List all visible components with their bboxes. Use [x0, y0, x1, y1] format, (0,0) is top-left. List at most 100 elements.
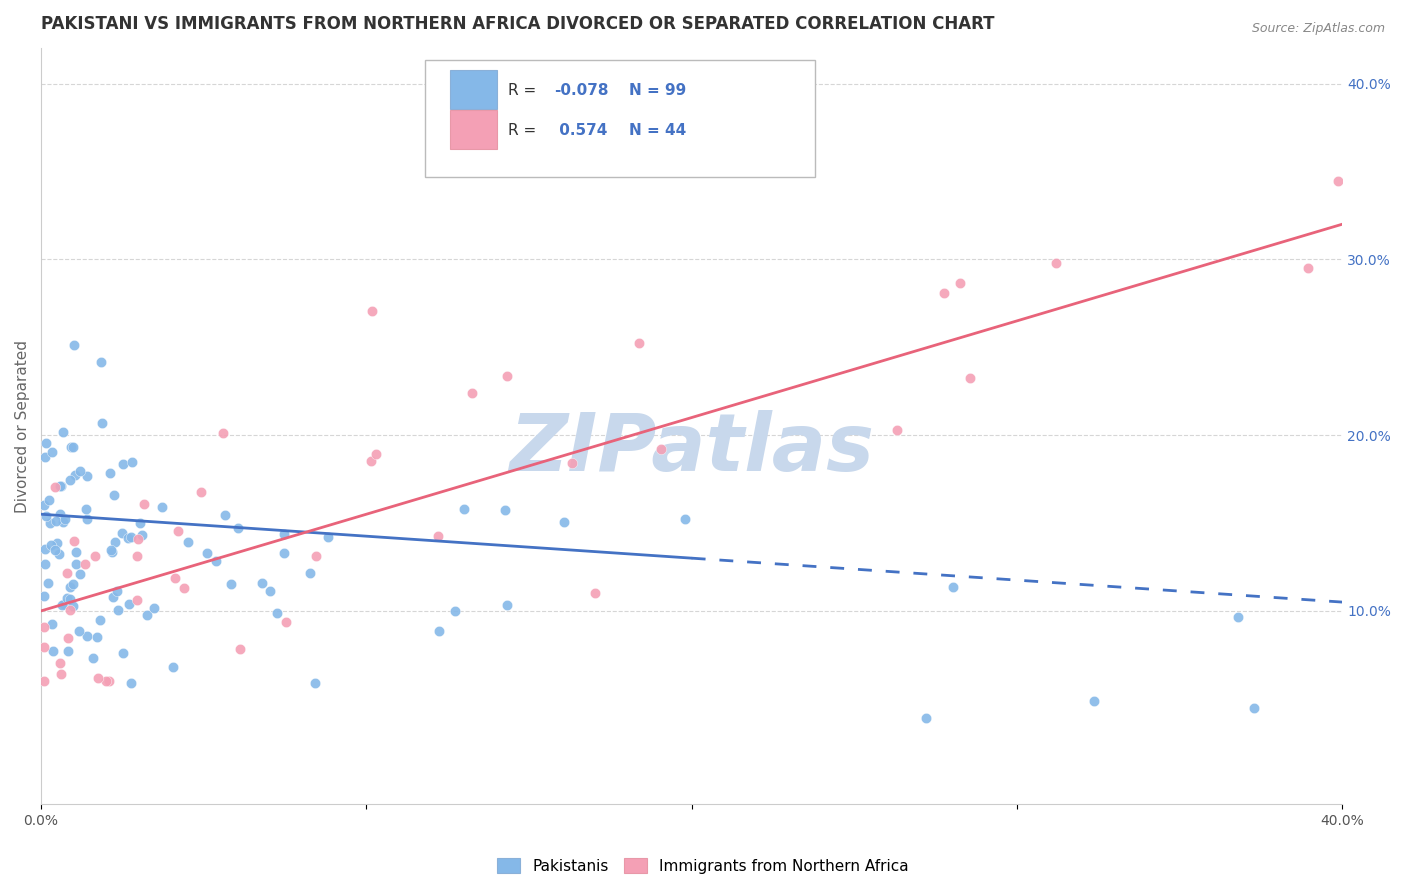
Point [62, 440, 84, 454]
Point [98, 674, 121, 689]
Point [318, 530, 340, 544]
Text: N = 99: N = 99 [630, 83, 686, 97]
Point [44, 480, 66, 494]
Point [67, 624, 90, 638]
Point [228, 521, 250, 535]
Point [83, 549, 105, 563]
Text: Source: ZipAtlas.com: Source: ZipAtlas.com [1251, 22, 1385, 36]
Point [37, 576, 59, 591]
Point [190, 485, 212, 500]
Point [48, 548, 70, 562]
Point [932, 286, 955, 301]
Point [49, 478, 72, 492]
Point [62, 577, 84, 591]
Point [1243, 701, 1265, 715]
Point [52, 425, 75, 439]
Point [59, 603, 82, 617]
Point [110, 525, 132, 540]
Point [427, 624, 450, 638]
Point [1083, 693, 1105, 707]
Point [48, 656, 70, 670]
FancyBboxPatch shape [450, 111, 496, 149]
Point [49, 666, 72, 681]
Point [90, 416, 112, 430]
Point [453, 502, 475, 516]
Point [561, 456, 583, 470]
Point [52, 515, 75, 529]
Point [76, 629, 98, 643]
Point [127, 593, 149, 607]
Point [129, 516, 152, 531]
Point [212, 425, 235, 440]
Point [142, 601, 165, 615]
Legend: Pakistanis, Immigrants from Northern Africa: Pakistanis, Immigrants from Northern Afr… [491, 852, 915, 880]
Point [167, 524, 190, 538]
Point [38, 516, 60, 530]
Point [65, 545, 87, 559]
Point [205, 554, 228, 568]
Point [107, 603, 129, 617]
Point [120, 675, 142, 690]
Point [65, 557, 87, 571]
Point [42, 644, 65, 658]
Point [59, 580, 82, 594]
Point [673, 512, 696, 526]
Text: PAKISTANI VS IMMIGRANTS FROM NORTHERN AFRICA DIVORCED OR SEPARATED CORRELATION C: PAKISTANI VS IMMIGRANTS FROM NORTHERN AF… [41, 15, 994, 33]
Point [1045, 256, 1067, 270]
Point [34, 541, 56, 556]
Point [62, 599, 84, 613]
Y-axis label: Divorced or Separated: Divorced or Separated [15, 340, 30, 513]
Text: 0.574: 0.574 [554, 122, 607, 137]
Point [219, 577, 242, 591]
Point [1227, 610, 1250, 624]
Point [34, 674, 56, 689]
Point [650, 442, 672, 456]
Point [46, 535, 69, 549]
Point [163, 571, 186, 585]
Point [39, 538, 62, 552]
Point [273, 546, 295, 560]
Point [127, 532, 149, 546]
Point [134, 497, 156, 511]
Point [150, 500, 173, 514]
Point [117, 597, 139, 611]
Point [360, 454, 382, 468]
Point [494, 503, 516, 517]
Point [34, 498, 56, 512]
Point [103, 488, 125, 502]
Point [959, 370, 981, 384]
Point [35, 509, 58, 524]
Point [34, 557, 56, 571]
Point [38, 493, 60, 508]
Point [121, 455, 143, 469]
Point [59, 473, 82, 487]
Point [94, 674, 117, 689]
Point [914, 711, 936, 725]
Point [426, 529, 449, 543]
Point [34, 589, 56, 603]
Point [34, 620, 56, 634]
Point [112, 457, 135, 471]
Point [195, 546, 218, 560]
Point [44, 543, 66, 558]
Text: -0.078: -0.078 [554, 83, 609, 97]
Point [73, 557, 96, 571]
Point [136, 608, 159, 623]
Point [76, 512, 98, 526]
Point [56, 631, 79, 645]
Point [51, 598, 73, 612]
Point [35, 435, 58, 450]
Point [266, 606, 288, 620]
Point [87, 671, 110, 685]
Point [125, 549, 148, 563]
Point [360, 303, 382, 318]
Point [51, 479, 73, 493]
Point [1327, 173, 1350, 187]
Point [173, 582, 195, 596]
Point [55, 591, 77, 606]
FancyBboxPatch shape [450, 70, 496, 109]
Point [461, 385, 484, 400]
Point [34, 450, 56, 464]
Point [1298, 261, 1320, 276]
Point [276, 615, 298, 630]
